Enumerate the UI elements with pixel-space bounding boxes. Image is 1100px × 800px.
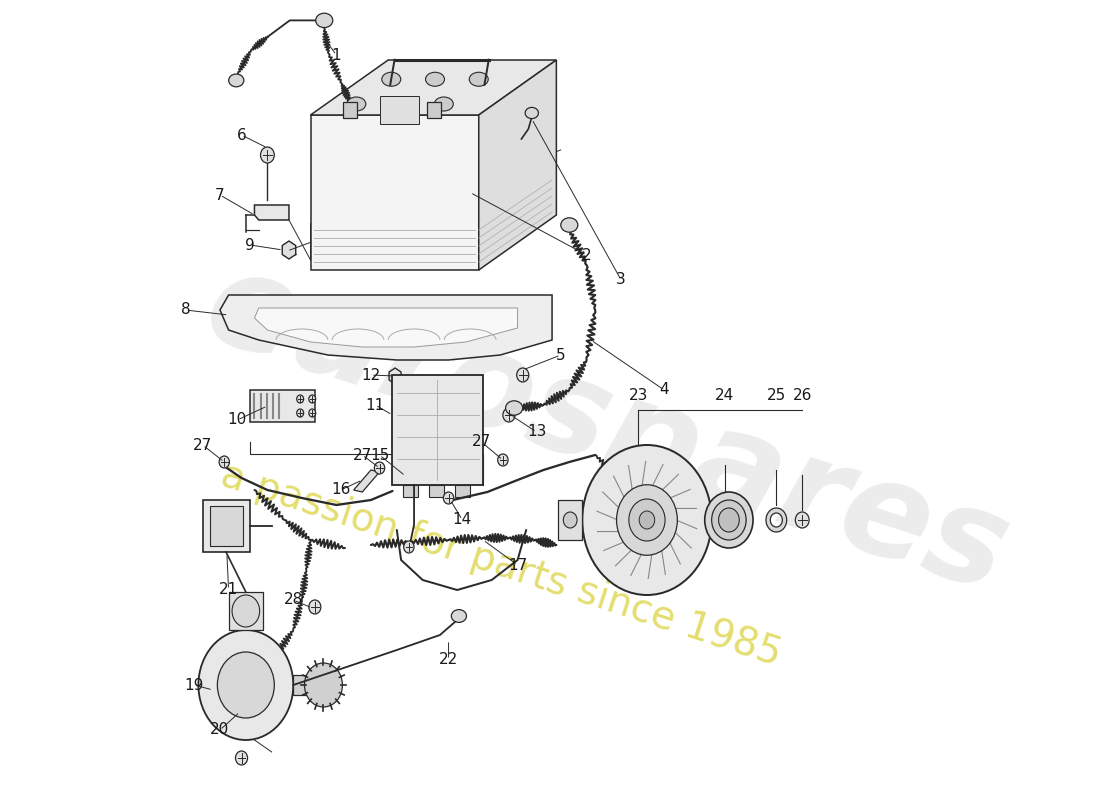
- Text: 27: 27: [472, 434, 491, 450]
- Text: 27: 27: [194, 438, 212, 453]
- Text: 3: 3: [616, 273, 626, 287]
- Circle shape: [305, 663, 342, 707]
- Text: 21: 21: [219, 582, 239, 598]
- Text: eurospares: eurospares: [190, 241, 1023, 619]
- Polygon shape: [220, 295, 552, 360]
- Circle shape: [497, 454, 508, 466]
- Ellipse shape: [229, 74, 244, 86]
- Circle shape: [629, 499, 666, 541]
- Text: 4: 4: [659, 382, 669, 398]
- Text: 2: 2: [582, 247, 592, 262]
- Text: 27: 27: [353, 447, 372, 462]
- Circle shape: [297, 395, 304, 403]
- Ellipse shape: [346, 97, 366, 111]
- Bar: [202, 500, 250, 552]
- Text: 13: 13: [527, 425, 547, 439]
- Circle shape: [517, 368, 529, 382]
- Text: 8: 8: [180, 302, 190, 318]
- Text: 23: 23: [628, 387, 648, 402]
- Bar: [403, 485, 418, 497]
- Circle shape: [309, 395, 316, 403]
- Polygon shape: [229, 592, 263, 630]
- Text: 9: 9: [245, 238, 255, 253]
- Text: 11: 11: [365, 398, 385, 413]
- Bar: [429, 485, 444, 497]
- Bar: [393, 375, 483, 485]
- Bar: [343, 102, 358, 118]
- Text: a passion for parts since 1985: a passion for parts since 1985: [216, 456, 785, 674]
- Circle shape: [261, 147, 274, 163]
- Ellipse shape: [382, 72, 400, 86]
- Circle shape: [232, 595, 260, 627]
- Text: 16: 16: [331, 482, 351, 498]
- Polygon shape: [254, 308, 518, 347]
- Circle shape: [374, 462, 385, 474]
- Text: 19: 19: [185, 678, 204, 693]
- Circle shape: [297, 409, 304, 417]
- Text: 10: 10: [228, 413, 246, 427]
- Circle shape: [198, 630, 294, 740]
- Text: 24: 24: [715, 387, 734, 402]
- Circle shape: [705, 492, 754, 548]
- Bar: [250, 390, 315, 422]
- Text: 14: 14: [453, 513, 472, 527]
- Circle shape: [309, 409, 316, 417]
- Polygon shape: [283, 241, 296, 259]
- Ellipse shape: [506, 401, 522, 415]
- Circle shape: [712, 500, 746, 540]
- Polygon shape: [310, 60, 557, 115]
- Text: 5: 5: [556, 347, 565, 362]
- Text: 6: 6: [236, 127, 246, 142]
- Polygon shape: [310, 115, 478, 270]
- Polygon shape: [389, 368, 402, 384]
- Bar: [454, 485, 470, 497]
- Ellipse shape: [561, 218, 578, 232]
- Circle shape: [616, 485, 678, 555]
- Text: 26: 26: [792, 387, 812, 402]
- Polygon shape: [379, 96, 419, 124]
- Ellipse shape: [390, 97, 409, 111]
- Polygon shape: [354, 470, 379, 492]
- Ellipse shape: [470, 72, 488, 86]
- Text: 22: 22: [439, 653, 459, 667]
- Bar: [427, 102, 441, 118]
- Circle shape: [503, 408, 515, 422]
- Text: 20: 20: [210, 722, 230, 738]
- Text: 25: 25: [767, 387, 786, 402]
- Polygon shape: [478, 60, 557, 270]
- Ellipse shape: [525, 107, 538, 118]
- Circle shape: [404, 541, 414, 553]
- Ellipse shape: [426, 72, 444, 86]
- Ellipse shape: [434, 97, 453, 111]
- Circle shape: [563, 512, 578, 528]
- Text: 17: 17: [508, 558, 527, 573]
- Circle shape: [219, 456, 230, 468]
- Ellipse shape: [451, 610, 466, 622]
- Circle shape: [235, 751, 248, 765]
- Text: 1: 1: [331, 47, 341, 62]
- Text: 28: 28: [284, 593, 302, 607]
- Circle shape: [218, 652, 274, 718]
- Circle shape: [795, 512, 810, 528]
- Polygon shape: [254, 205, 289, 220]
- Bar: [294, 675, 323, 695]
- Circle shape: [718, 508, 739, 532]
- Text: 12: 12: [361, 367, 381, 382]
- Circle shape: [639, 511, 654, 529]
- Circle shape: [309, 600, 321, 614]
- Bar: [210, 506, 243, 546]
- Circle shape: [582, 445, 712, 595]
- Polygon shape: [558, 500, 582, 540]
- Ellipse shape: [316, 13, 333, 27]
- Text: 15: 15: [370, 447, 389, 462]
- Circle shape: [443, 492, 453, 504]
- Text: 7: 7: [216, 187, 224, 202]
